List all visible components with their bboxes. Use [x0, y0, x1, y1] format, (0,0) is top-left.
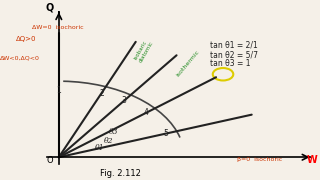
- Text: O: O: [46, 156, 53, 165]
- Text: isothermic: isothermic: [175, 49, 200, 77]
- Text: isobaric
diatomic: isobaric diatomic: [133, 38, 155, 64]
- Text: W: W: [307, 155, 317, 165]
- Text: tan θ3 = 1: tan θ3 = 1: [210, 59, 251, 68]
- Text: Q: Q: [45, 3, 54, 13]
- Text: β=0  isochoric: β=0 isochoric: [237, 157, 282, 162]
- Text: 1: 1: [56, 86, 61, 95]
- Text: θ2: θ2: [104, 137, 114, 145]
- Text: Fig. 2.112: Fig. 2.112: [100, 169, 141, 178]
- Text: 2: 2: [99, 89, 104, 98]
- Text: ΔQ>0: ΔQ>0: [16, 36, 36, 42]
- Text: tan θ1 = 2/1: tan θ1 = 2/1: [210, 41, 258, 50]
- Text: 3: 3: [122, 96, 127, 105]
- Text: θ3: θ3: [109, 128, 118, 136]
- Text: 5: 5: [164, 129, 168, 138]
- Text: 4: 4: [144, 108, 148, 117]
- Text: θ1: θ1: [95, 143, 105, 152]
- Text: ΔW=0  isochoric: ΔW=0 isochoric: [32, 25, 84, 30]
- Text: ΔW<0,ΔQ<0: ΔW<0,ΔQ<0: [0, 55, 40, 60]
- Text: tan θ2 = 5/7: tan θ2 = 5/7: [210, 50, 258, 59]
